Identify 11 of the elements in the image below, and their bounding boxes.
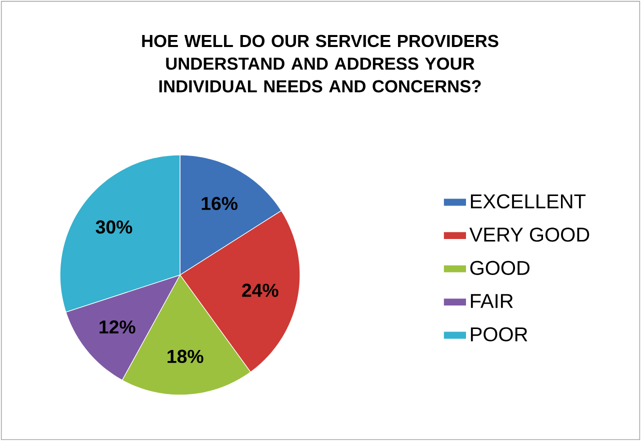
legend-label: POOR [470,327,528,342]
legend-label: FAIR [470,294,513,308]
data-label: 18% [168,350,204,364]
legend-label: EXCELLENT [470,194,586,208]
data-label: 30% [96,220,132,234]
data-label: 24% [242,284,278,297]
chart-title: HOE WELL DO OUR SERVICE PROVIDERS UNDERSTAND AND ADDRESS YOUR INDIVIDUAL NEEDS AND CONCERNS? [142,34,498,92]
data-label: 16% [202,196,238,210]
legend-label: VERY GOOD [469,228,590,242]
legend-label: GOOD [470,260,530,276]
data-label: 12% [100,320,136,334]
